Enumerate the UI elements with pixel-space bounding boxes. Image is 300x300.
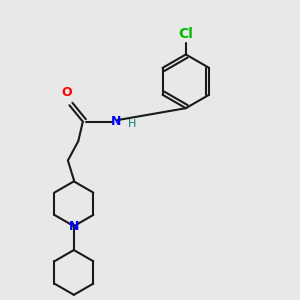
Text: N: N [69, 220, 79, 232]
Text: N: N [110, 115, 121, 128]
Text: Cl: Cl [178, 27, 193, 41]
Text: O: O [61, 86, 72, 99]
Text: H: H [128, 119, 136, 129]
